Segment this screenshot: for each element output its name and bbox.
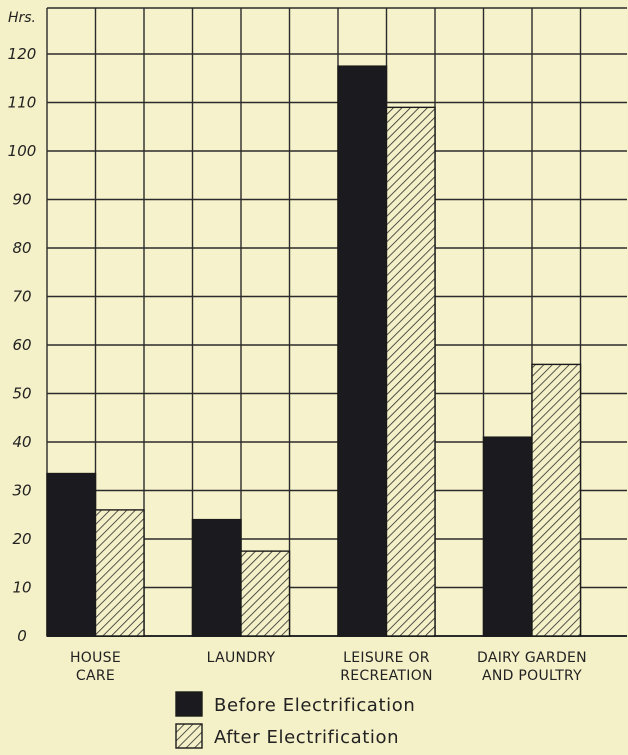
- category-label: LAUNDRY: [207, 650, 276, 666]
- bar-before-2: [337, 65, 388, 637]
- y-tick-label: 30: [12, 482, 31, 500]
- bar-before-3: [482, 436, 533, 637]
- y-tick-label: 20: [12, 530, 31, 548]
- y-tick-label: 80: [12, 239, 31, 257]
- bars: [46, 65, 582, 637]
- y-tick-labels: 0 10 20 30 40 50 60 70 80 90 100 110 120: [8, 45, 37, 645]
- y-tick-label: 70: [12, 288, 31, 306]
- legend-label-before: Before Electrification: [214, 695, 415, 716]
- legend-label-after: After Electrification: [214, 727, 399, 748]
- legend: Before Electrification After Electrificat…: [175, 691, 415, 749]
- bar-after-1: [240, 550, 291, 637]
- bar-before-1: [191, 518, 242, 637]
- legend-swatch-after: [175, 723, 203, 749]
- category-label: DAIRY GARDEN: [477, 650, 587, 666]
- y-axis-label: Hrs.: [8, 10, 36, 26]
- y-tick-label: 120: [8, 45, 37, 63]
- bar-after-0: [94, 509, 145, 637]
- y-tick-label: 40: [12, 433, 31, 451]
- bar-after-3: [531, 363, 582, 637]
- y-tick-label: 90: [12, 191, 31, 209]
- bar-after-2: [385, 106, 436, 637]
- category-label: LEISURE OR: [343, 650, 430, 666]
- y-tick-label: 50: [12, 385, 31, 403]
- category-label: HOUSE: [70, 650, 121, 666]
- category-label: AND POULTRY: [482, 668, 582, 684]
- category-labels: HOUSE CARE LAUNDRY LEISURE OR RECREATION DAIR…: [70, 650, 587, 684]
- bar-before-0: [46, 472, 97, 637]
- y-tick-label: 100: [8, 142, 37, 160]
- category-label: CARE: [76, 668, 115, 684]
- y-tick-label: 110: [8, 94, 37, 112]
- category-label: RECREATION: [340, 668, 433, 684]
- y-tick-label: 0: [17, 627, 27, 645]
- y-tick-label: 60: [12, 336, 31, 354]
- y-tick-label: 10: [12, 579, 31, 597]
- legend-swatch-before: [175, 691, 203, 717]
